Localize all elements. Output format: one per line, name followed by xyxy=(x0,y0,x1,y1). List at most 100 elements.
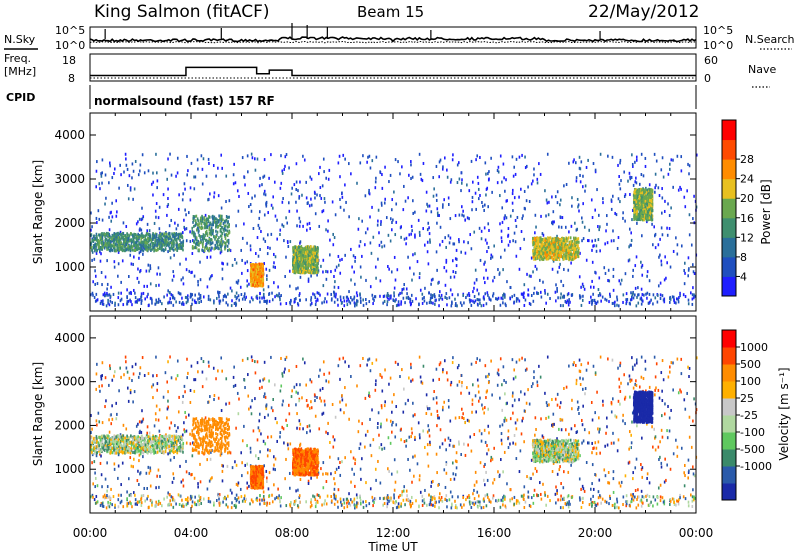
power-cell xyxy=(289,240,292,244)
power-cell xyxy=(520,187,522,191)
power-cell xyxy=(236,281,239,285)
power-cell xyxy=(691,297,694,301)
power-cell xyxy=(343,304,346,308)
power-cell xyxy=(124,234,127,238)
power-cell xyxy=(556,190,559,194)
power-cell xyxy=(555,240,558,244)
power-cell xyxy=(342,153,345,157)
power-cell xyxy=(179,247,182,251)
power-cell xyxy=(130,300,132,304)
power-cell xyxy=(117,250,120,254)
power-cell xyxy=(122,303,125,307)
power-cell xyxy=(513,231,516,235)
power-cell xyxy=(476,175,479,179)
power-cell xyxy=(337,263,340,267)
power-cell xyxy=(118,240,120,244)
power-cell xyxy=(470,247,473,251)
power-cell xyxy=(153,249,155,253)
power-cell xyxy=(380,201,383,205)
power-cell xyxy=(299,249,302,253)
power-cell xyxy=(299,245,302,249)
power-cell xyxy=(102,293,105,297)
power-cell xyxy=(289,284,291,288)
power-cell xyxy=(275,293,278,297)
power-cell xyxy=(515,224,518,228)
power-cell xyxy=(535,239,538,243)
power-cell xyxy=(668,167,671,171)
power-cell xyxy=(544,291,546,295)
power-cell xyxy=(317,259,319,263)
power-cell xyxy=(100,241,102,245)
power-cell xyxy=(169,152,171,156)
power-cell xyxy=(563,237,565,241)
power-cell xyxy=(314,254,317,258)
power-cell xyxy=(613,304,616,308)
power-cell xyxy=(618,304,620,308)
power-cell xyxy=(117,274,119,278)
power-cell xyxy=(129,253,132,257)
power-cell xyxy=(442,203,444,207)
power-cell xyxy=(688,233,691,237)
power-cell xyxy=(551,221,553,225)
power-cell xyxy=(177,246,180,250)
power-cell xyxy=(172,270,175,274)
power-cell xyxy=(106,246,108,250)
power-cell xyxy=(156,243,158,247)
power-cell xyxy=(191,298,194,302)
power-cell xyxy=(100,299,103,303)
power-cell xyxy=(146,237,149,241)
power-cell xyxy=(471,195,474,199)
power-cell xyxy=(553,237,556,241)
power-cell xyxy=(302,262,304,266)
power-cell xyxy=(261,269,264,273)
power-cell xyxy=(237,279,240,283)
power-cell xyxy=(175,174,177,178)
power-cell xyxy=(612,229,614,233)
power-cell xyxy=(554,290,557,294)
power-cell xyxy=(438,304,440,308)
power-cell xyxy=(474,191,477,195)
power-cell xyxy=(107,243,110,247)
power-cell xyxy=(91,225,93,229)
power-cell xyxy=(552,253,555,257)
power-cell xyxy=(120,280,122,284)
power-cell xyxy=(564,237,567,241)
power-cell xyxy=(310,245,312,249)
power-cell xyxy=(511,201,514,205)
power-cell xyxy=(540,255,543,259)
power-cell xyxy=(132,248,134,252)
power-cell xyxy=(539,245,541,249)
power-cell xyxy=(350,278,352,282)
power-cell xyxy=(677,297,680,301)
power-cell xyxy=(307,251,310,255)
power-cell xyxy=(161,244,163,248)
power-cell xyxy=(536,177,539,181)
power-cell xyxy=(213,299,215,303)
power-cell xyxy=(374,186,377,190)
power-cell xyxy=(421,301,424,305)
power-cell xyxy=(257,281,260,285)
power-cell xyxy=(108,234,111,238)
power-cell xyxy=(379,170,381,174)
power-cell xyxy=(292,257,294,261)
power-cell xyxy=(129,186,132,190)
power-cell xyxy=(169,240,171,244)
power-cell xyxy=(154,248,156,252)
power-cell xyxy=(372,302,374,306)
power-cell xyxy=(635,158,638,162)
power-cell xyxy=(687,268,690,272)
frequency-trace xyxy=(90,66,696,77)
power-cell xyxy=(167,289,169,293)
power-cell xyxy=(563,242,566,246)
power-cell xyxy=(683,195,686,199)
power-cell xyxy=(662,175,665,179)
power-cell xyxy=(565,183,568,187)
power-cell xyxy=(578,155,581,159)
power-cell xyxy=(296,302,299,306)
power-cell xyxy=(441,239,444,243)
power-cell xyxy=(322,258,325,262)
power-cell xyxy=(683,282,686,286)
power-cell xyxy=(306,261,309,265)
power-cell xyxy=(356,181,358,185)
power-cell xyxy=(513,300,516,304)
